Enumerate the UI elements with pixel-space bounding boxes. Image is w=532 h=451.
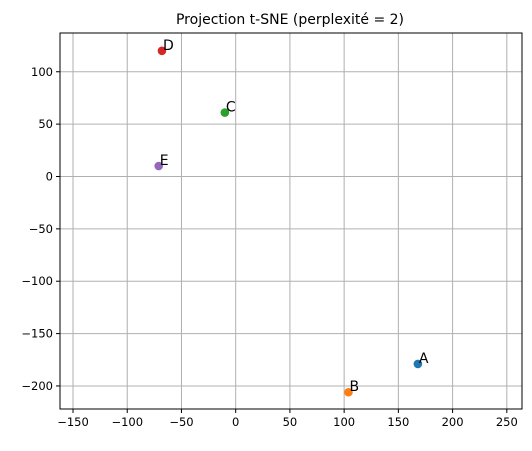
x-tick-label: 50 (283, 415, 298, 429)
point-label-d: D (163, 38, 174, 54)
data-point-b (344, 387, 353, 397)
point-label-b: B (349, 379, 359, 395)
x-tick-label: −100 (111, 415, 143, 429)
data-point-e (154, 161, 163, 171)
y-tick-label: −50 (29, 222, 53, 236)
axis-ticks: −150 −100 −50 0 50 100 150 200 250 −200 −150 −100 −5… (21, 65, 517, 429)
data-point-d (157, 46, 167, 56)
grid (60, 33, 522, 409)
x-tick-label: 100 (333, 415, 355, 429)
point-label-a: A (419, 351, 429, 367)
x-tick-label: 150 (387, 415, 409, 429)
point-label-c: C (226, 100, 236, 116)
x-tick-label: −150 (57, 415, 89, 429)
plot-area-frame (59, 32, 523, 410)
y-tick-label: 0 (46, 169, 53, 183)
point-label-e: E (160, 153, 169, 169)
x-tick-label: 250 (496, 415, 518, 429)
chart-title: Projection t-SNE (perplexité = 2) (176, 12, 404, 28)
data-point-a (413, 359, 423, 369)
y-tick-label: −150 (21, 327, 53, 341)
y-tick-label: 100 (31, 65, 53, 79)
data-points: A B C D E (154, 38, 429, 397)
x-tick-label: 200 (442, 415, 464, 429)
x-tick-label: 0 (232, 415, 239, 429)
data-point-c (220, 108, 230, 117)
y-tick-label: −200 (21, 379, 53, 393)
y-tick-label: −100 (21, 274, 53, 288)
x-tick-label: −50 (169, 415, 193, 429)
y-tick-label: 50 (38, 117, 53, 131)
